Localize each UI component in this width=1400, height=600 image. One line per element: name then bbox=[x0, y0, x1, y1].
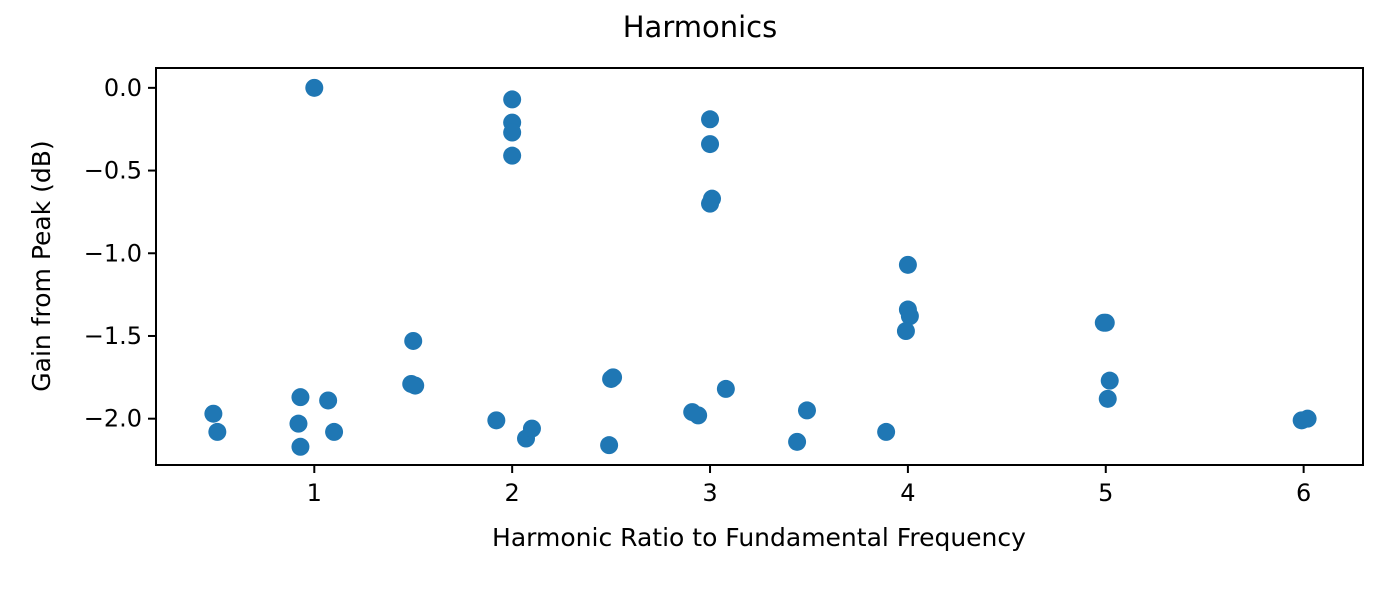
data-point bbox=[1100, 371, 1119, 390]
data-point bbox=[404, 331, 423, 350]
data-point bbox=[503, 90, 522, 109]
data-point bbox=[503, 123, 522, 142]
data-point bbox=[319, 391, 338, 410]
plot-area-frame bbox=[155, 67, 1364, 466]
y-tick-label: −1.5 bbox=[84, 322, 142, 350]
x-axis-label: Harmonic Ratio to Fundamental Frequency bbox=[492, 523, 1026, 552]
data-point bbox=[406, 376, 425, 395]
data-point bbox=[522, 419, 541, 438]
y-tick-label: −2.0 bbox=[84, 405, 142, 433]
data-point bbox=[689, 406, 708, 425]
y-axis: 0.0 −0.5 −1.0 −1.5 −2.0 bbox=[84, 74, 156, 433]
data-point bbox=[208, 422, 227, 441]
data-point bbox=[701, 135, 720, 154]
y-tick-label: 0.0 bbox=[104, 74, 142, 102]
data-point bbox=[797, 401, 816, 420]
data-point bbox=[900, 307, 919, 326]
data-point bbox=[877, 422, 896, 441]
data-point bbox=[1096, 313, 1115, 332]
data-point bbox=[898, 255, 917, 274]
y-axis-label: Gain from Peak (dB) bbox=[27, 140, 56, 391]
x-tick-label: 5 bbox=[1098, 479, 1113, 507]
data-point bbox=[291, 437, 310, 456]
data-point bbox=[788, 432, 807, 451]
data-point bbox=[291, 388, 310, 407]
chart-title: Harmonics bbox=[623, 10, 777, 44]
data-point bbox=[503, 146, 522, 165]
data-point bbox=[325, 422, 344, 441]
data-points bbox=[204, 78, 1317, 456]
data-point bbox=[701, 194, 720, 213]
data-point bbox=[701, 110, 720, 129]
y-tick-label: −1.0 bbox=[84, 239, 142, 267]
data-point bbox=[896, 322, 915, 341]
x-tick-label: 4 bbox=[900, 479, 915, 507]
x-axis: 1 2 3 4 5 6 bbox=[307, 465, 1311, 507]
x-tick-label: 3 bbox=[702, 479, 717, 507]
x-tick-label: 6 bbox=[1296, 479, 1311, 507]
data-point bbox=[716, 379, 735, 398]
x-tick-label: 2 bbox=[505, 479, 520, 507]
data-point bbox=[305, 78, 324, 97]
y-tick-label: −0.5 bbox=[84, 157, 142, 185]
x-tick-label: 1 bbox=[307, 479, 322, 507]
data-point bbox=[204, 404, 223, 423]
data-point bbox=[600, 436, 619, 455]
data-point bbox=[1098, 389, 1117, 408]
data-point bbox=[289, 414, 308, 433]
data-point bbox=[604, 368, 623, 387]
data-point bbox=[487, 411, 506, 430]
data-point bbox=[1298, 409, 1317, 428]
